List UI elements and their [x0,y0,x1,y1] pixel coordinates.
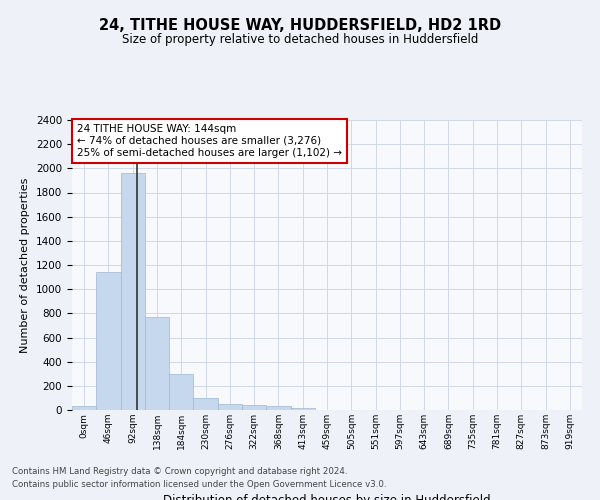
Bar [218,404,242,410]
Text: 24 TITHE HOUSE WAY: 144sqm
← 74% of detached houses are smaller (3,276)
25% of s: 24 TITHE HOUSE WAY: 144sqm ← 74% of deta… [77,124,342,158]
Bar [96,272,121,410]
Y-axis label: Number of detached properties: Number of detached properties [20,178,31,352]
Text: 24, TITHE HOUSE WAY, HUDDERSFIELD, HD2 1RD: 24, TITHE HOUSE WAY, HUDDERSFIELD, HD2 1… [99,18,501,32]
Text: Size of property relative to detached houses in Huddersfield: Size of property relative to detached ho… [122,32,478,46]
Bar [242,405,266,410]
Text: Contains HM Land Registry data © Crown copyright and database right 2024.: Contains HM Land Registry data © Crown c… [12,467,347,476]
X-axis label: Distribution of detached houses by size in Huddersfield: Distribution of detached houses by size … [163,494,491,500]
Bar [193,398,218,410]
Bar [121,173,145,410]
Bar [290,408,315,410]
Bar [169,374,193,410]
Text: Contains public sector information licensed under the Open Government Licence v3: Contains public sector information licen… [12,480,386,489]
Bar [145,317,169,410]
Bar [266,406,290,410]
Bar [72,406,96,410]
